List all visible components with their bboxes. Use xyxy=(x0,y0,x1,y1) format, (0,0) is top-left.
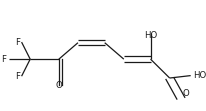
Text: F: F xyxy=(15,38,20,47)
Text: HO: HO xyxy=(143,31,156,40)
Text: O: O xyxy=(181,88,188,98)
Text: HO: HO xyxy=(192,71,205,80)
Text: O: O xyxy=(55,81,62,90)
Text: F: F xyxy=(15,72,20,81)
Text: F: F xyxy=(1,55,6,64)
